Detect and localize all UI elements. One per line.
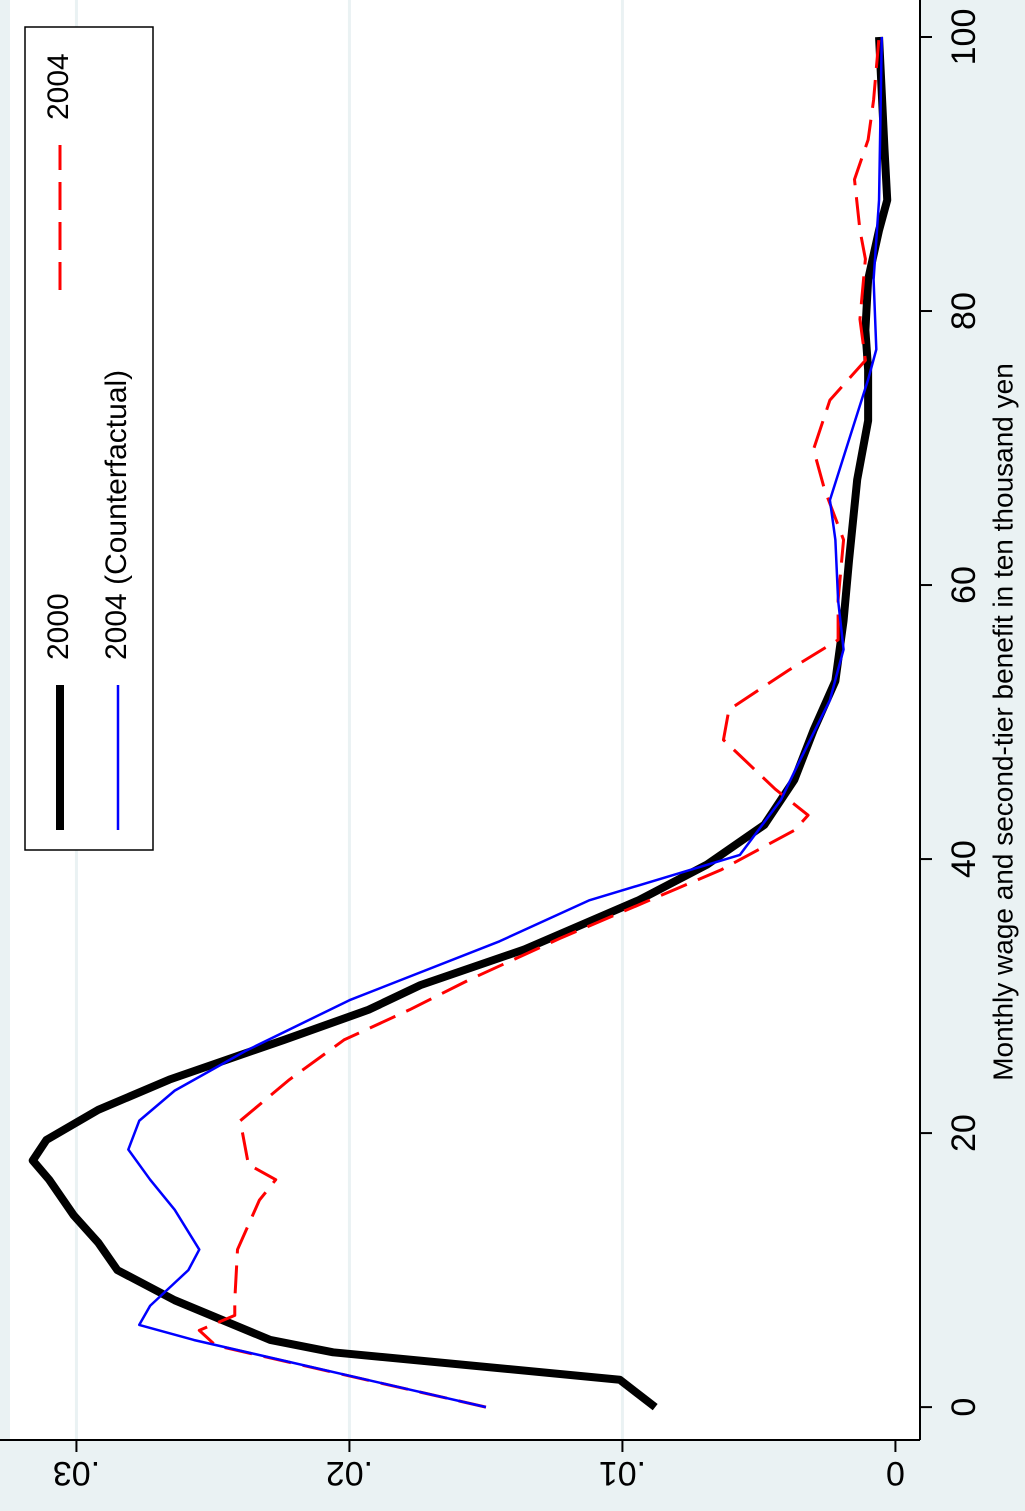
x-tick-label: 40	[945, 840, 983, 878]
y-tick-label: 0	[886, 1454, 905, 1492]
x-tick-label: 60	[945, 566, 983, 604]
x-tick-label: 0	[945, 1398, 983, 1417]
y-tick-label: .02	[326, 1454, 373, 1492]
x-tick-label: 100	[945, 9, 983, 66]
series-line	[28, 36, 892, 1411]
x-tick-label: 20	[945, 1114, 983, 1152]
series-line	[197, 36, 881, 1409]
legend-label: 2000	[42, 593, 75, 660]
y-tick-label: .03	[53, 1454, 100, 1492]
legend-label: 2004	[42, 53, 75, 120]
plot-area	[10, 0, 920, 1440]
legend-box	[24, 26, 154, 851]
x-tick-label: 80	[945, 292, 983, 330]
legend-label: 2004 (Counterfactual)	[100, 370, 133, 660]
series-line	[127, 36, 884, 1409]
x-axis-title: Monthly wage and second-tier benefit in …	[987, 363, 1018, 1081]
y-tick-label: .01	[599, 1454, 646, 1492]
